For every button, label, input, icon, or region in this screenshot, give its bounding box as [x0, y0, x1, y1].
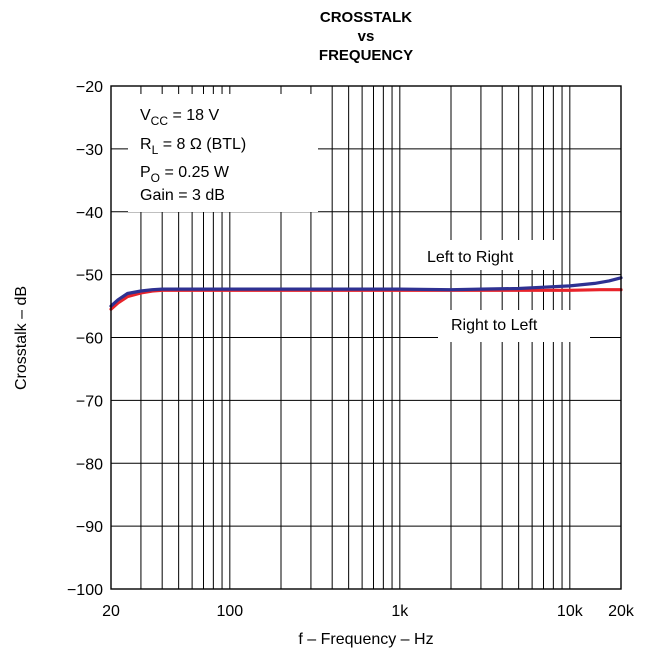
y-axis-label: Crosstalk – dB — [13, 286, 30, 390]
y-tick-label: −100 — [67, 582, 103, 599]
x-tick-label: 20 — [102, 603, 120, 620]
series-label-right-to-left: Right to Left — [451, 317, 538, 334]
series-line-left-to-right — [109, 276, 623, 308]
left-to-right-label-bg — [418, 240, 558, 270]
y-tick-label: −30 — [76, 142, 103, 159]
y-tick-label: −90 — [76, 519, 103, 536]
y-tick-label: −60 — [76, 331, 103, 348]
right-to-left-label-bg — [438, 310, 590, 342]
y-tick-labels: −20 −30 −40 −50 −60 −70 −80 −90 −100 — [67, 79, 103, 599]
x-axis-label: f – Frequency – Hz — [298, 631, 433, 648]
condition-line: Gain = 3 dB — [140, 187, 225, 204]
x-tick-label: 20k — [608, 603, 635, 620]
chart-title-line-3: FREQUENCY — [319, 47, 413, 64]
x-tick-label: 100 — [216, 603, 243, 620]
chart-title-line-1: CROSSTALK — [320, 9, 412, 26]
y-tick-label: −70 — [76, 393, 103, 410]
x-tick-label: 1k — [391, 603, 409, 620]
condition-line: VCC = 18 V — [140, 107, 219, 128]
condition-line: RL = 8 Ω (BTL) — [140, 136, 246, 157]
x-tick-labels: 20 100 1k 10k 20k — [102, 603, 635, 620]
chart-title-line-2: vs — [358, 28, 375, 45]
y-tick-label: −20 — [76, 79, 103, 96]
y-tick-label: −50 — [76, 268, 103, 285]
conditions-box — [128, 94, 318, 212]
series-label-left-to-right: Left to Right — [427, 249, 514, 266]
series-line-right-to-left — [109, 288, 623, 311]
y-tick-label: −40 — [76, 205, 103, 222]
plot-frame — [110, 85, 622, 590]
x-tick-label: 10k — [557, 603, 584, 620]
series-layer — [109, 276, 623, 311]
condition-line: PO = 0.25 W — [140, 164, 230, 185]
conditions-annotation: VCC = 18 V RL = 8 Ω (BTL) PO = 0.25 W Gain … — [140, 107, 246, 204]
chart-title: CROSSTALK vs FREQUENCY — [319, 9, 413, 64]
y-tick-label: −80 — [76, 456, 103, 473]
